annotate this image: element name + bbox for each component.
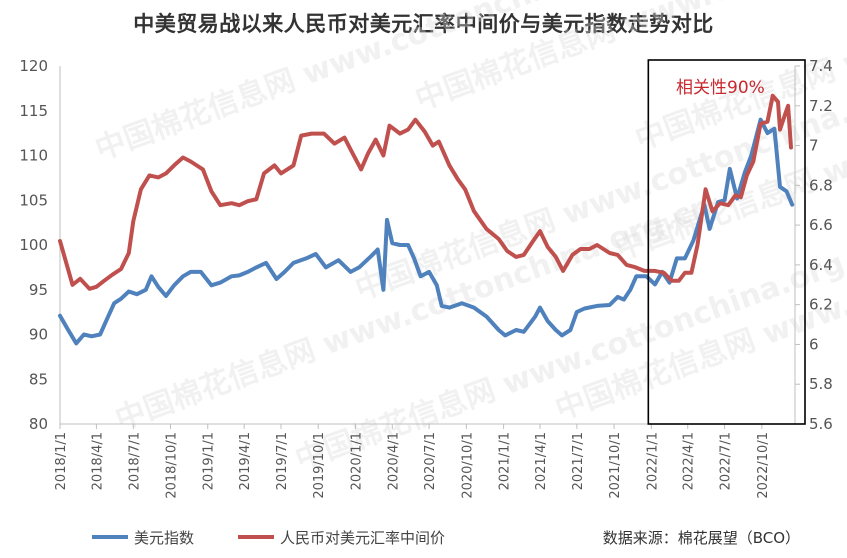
series-layer (58, 93, 795, 346)
axes: 80 85 90 95 100 105 110 115 120 5.6 5.8 6 6.2 6.4 6.6 6… (19, 57, 833, 499)
y-right-tick-label: 6.2 (809, 296, 833, 314)
chart-title: 中美贸易战以来人民币对美元汇率中间价与美元指数走势对比 (133, 12, 714, 36)
y-right-tick-label: 7.4 (809, 57, 833, 75)
y-left-tick-label: 85 (29, 370, 48, 388)
x-tick-label: 2020/1/1 (349, 432, 364, 490)
x-tick-label: 2018/1/1 (54, 432, 69, 490)
x-tick-label: 2019/10/1 (312, 432, 327, 499)
legend-label-rmb-rate: 人民币对美元汇率中间价 (280, 529, 445, 547)
y-left-tick-label: 80 (29, 415, 48, 433)
legend-label-usd-index: 美元指数 (134, 529, 194, 547)
y-left-tick-label: 120 (19, 57, 48, 75)
x-tick-label: 2022/4/1 (682, 432, 697, 490)
x-tick-label: 2018/4/1 (90, 432, 105, 490)
data-source: 数据来源：棉花展望（BCO） (603, 529, 800, 547)
x-tick-label: 2019/4/1 (238, 432, 253, 490)
x-tick-label: 2022/1/1 (645, 432, 660, 490)
x-tick-label: 2020/10/1 (460, 432, 475, 499)
x-tick-label: 2021/4/1 (534, 432, 549, 490)
y-left-tick-label: 110 (19, 147, 48, 165)
y-left-tick-label: 100 (19, 236, 48, 254)
x-tick-label: 2018/10/1 (164, 432, 179, 499)
y-right-tick-label: 6.4 (809, 256, 833, 274)
y-left-tick-label: 115 (19, 102, 48, 120)
y-right-tick-label: 6.6 (809, 216, 833, 234)
x-tick-label: 2020/4/1 (386, 432, 401, 490)
y-left-tick-label: 95 (29, 281, 48, 299)
y-left-tick-label: 105 (19, 191, 48, 209)
highlight-box (647, 59, 806, 425)
rmb-rate-line (58, 93, 793, 291)
y-right-tick-label: 5.6 (809, 415, 833, 433)
x-tick-label: 2021/1/1 (498, 432, 513, 490)
legend: 美元指数 人民币对美元汇率中间价 (92, 529, 445, 547)
x-tick-label: 2019/1/1 (202, 432, 217, 490)
x-tick-label: 2019/7/1 (275, 432, 290, 490)
x-tick-label: 2021/7/1 (571, 432, 586, 490)
y-right-tick-label: 7.2 (809, 97, 833, 115)
x-tick-label: 2018/7/1 (127, 432, 142, 490)
y-right-tick-label: 6 (809, 335, 819, 353)
y-left-tick-label: 90 (29, 326, 48, 344)
x-tick-label: 2020/7/1 (423, 432, 438, 490)
usd-index-line (58, 117, 795, 346)
x-tick-label: 2022/10/1 (756, 432, 771, 499)
x-tick-label: 2022/7/1 (719, 432, 734, 490)
y-right-tick-label: 6.8 (809, 176, 833, 194)
y-right-tick-label: 5.8 (809, 375, 833, 393)
correlation-annotation: 相关性90% (676, 78, 765, 98)
x-tick-label: 2021/10/1 (608, 432, 623, 499)
y-right-tick-label: 7 (809, 137, 819, 155)
